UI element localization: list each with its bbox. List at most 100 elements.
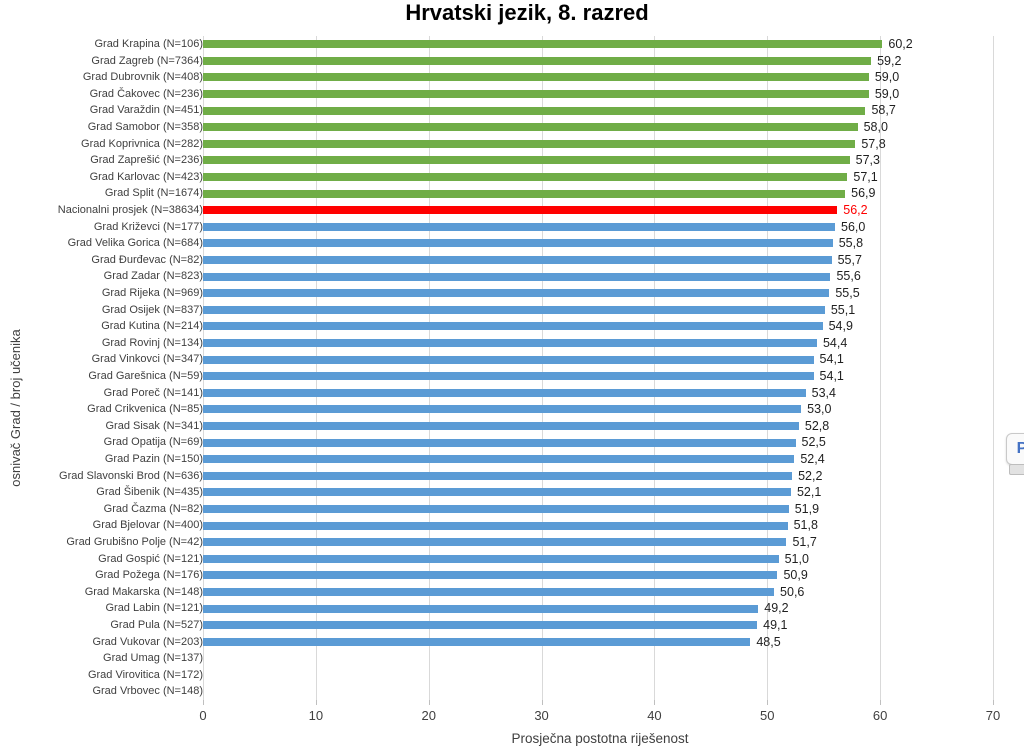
bar	[203, 305, 825, 314]
chart-row: Grad Križevci (N=177) 56,0	[0, 219, 1010, 236]
category-label: Grad Gospić (N=121)	[98, 552, 203, 565]
category-label: Grad Kutina (N=214)	[101, 320, 203, 333]
chart-row: Grad Čazma (N=82) 51,9	[0, 501, 1010, 518]
axis-tick	[993, 700, 994, 705]
bar	[203, 538, 787, 547]
value-label: 53,4	[811, 385, 836, 400]
x-tick-label: 30	[534, 708, 549, 723]
category-label: Grad Grubišno Polje (N=42)	[66, 536, 203, 548]
chart-row: Grad Varaždin (N=451) 58,7	[0, 102, 1010, 119]
value-label: 50,9	[783, 568, 808, 583]
chart-row: Grad Osijek (N=837) 55,1	[0, 302, 1010, 319]
value-label: 57,1	[853, 169, 878, 184]
chart-row: Grad Velika Gorica (N=684) 55,8	[0, 235, 1010, 252]
chart-row: Grad Đurđevac (N=82) 55,7	[0, 252, 1010, 269]
value-label: 51,8	[793, 518, 818, 533]
x-tick-label: 40	[647, 708, 662, 723]
category-label: Grad Zadar (N=823)	[103, 270, 203, 283]
category-label: Grad Karlovac (N=423)	[89, 170, 203, 183]
value-label: 57,8	[861, 136, 886, 151]
chart-row: Grad Koprivnica (N=282) 57,8	[0, 136, 1010, 153]
bar	[203, 554, 779, 563]
chart-row: Grad Pazin (N=150) 52,4	[0, 451, 1010, 468]
chart-row: Grad Sisak (N=341) 52,8	[0, 418, 1010, 435]
bar	[203, 388, 806, 397]
bar	[203, 156, 850, 165]
chart-row: Grad Crikvenica (N=85) 53,0	[0, 401, 1010, 418]
bar	[203, 56, 872, 65]
bar	[203, 604, 759, 613]
side-panel-handle[interactable]	[1009, 464, 1024, 475]
chart-row: Grad Šibenik (N=435) 52,1	[0, 484, 1010, 501]
bar	[203, 355, 814, 364]
category-label: Grad Vinkovci (N=347)	[91, 353, 203, 366]
value-label: 51,0	[784, 551, 809, 566]
bar	[203, 222, 835, 231]
category-label: Grad Makarska (N=148)	[84, 585, 203, 598]
category-label: Grad Garešnica (N=59)	[88, 370, 203, 382]
category-label: Grad Vrbovec (N=148)	[92, 685, 203, 698]
bar	[203, 505, 789, 514]
value-label: 52,5	[801, 435, 826, 450]
bar	[203, 106, 866, 115]
value-label: 52,2	[798, 468, 823, 483]
value-label: 58,0	[863, 120, 888, 134]
chart-row: Grad Poreč (N=141) 53,4	[0, 385, 1010, 402]
bar	[203, 40, 883, 49]
value-label: 56,0	[841, 219, 866, 234]
axis-tick	[767, 700, 769, 705]
x-tick-label: 20	[421, 708, 436, 723]
value-label: 60,2	[888, 37, 913, 51]
bar	[203, 471, 793, 480]
value-label: 53,0	[807, 402, 832, 417]
bar	[203, 272, 831, 281]
category-label: Grad Crikvenica (N=85)	[87, 403, 203, 416]
chart-row: Grad Virovitica (N=172)	[0, 667, 1010, 684]
value-label: 52,8	[804, 418, 830, 433]
chart-row: Grad Samobor (N=358) 58,0	[0, 119, 1010, 136]
category-label: Grad Virovitica (N=172)	[87, 668, 203, 681]
chart-row: Grad Makarska (N=148) 50,6	[0, 584, 1010, 601]
bar	[203, 256, 832, 265]
bar	[203, 621, 758, 630]
value-label: 57,3	[855, 153, 880, 168]
chart-row: Grad Gospić (N=121) 51,0	[0, 551, 1010, 568]
chart-row: Grad Split (N=1674) 56,9	[0, 185, 1010, 202]
chart-row: Grad Krapina (N=106) 60,2	[0, 36, 1010, 53]
bar	[203, 455, 795, 464]
chart-row: Grad Karlovac (N=423) 57,1	[0, 169, 1010, 186]
value-label: 50,6	[780, 584, 805, 599]
category-label: Grad Labin (N=121)	[105, 602, 203, 615]
category-label: Grad Opatija (N=69)	[103, 436, 203, 449]
chart-row: Grad Vrbovec (N=148)	[0, 683, 1010, 700]
value-label: 59,0	[874, 86, 900, 101]
axis-tick	[203, 700, 204, 705]
category-label: Grad Požega (N=176)	[95, 569, 203, 582]
value-label: 54,1	[819, 369, 844, 383]
value-label: 56,9	[851, 186, 876, 201]
axis-tick	[428, 700, 430, 705]
chart-row: Grad Vukovar (N=203) 48,5	[0, 634, 1010, 651]
bar	[203, 189, 846, 198]
chart-row: Grad Zagreb (N=7364) 59,2	[0, 53, 1010, 70]
chart-row: Grad Zadar (N=823) 55,6	[0, 268, 1010, 285]
side-panel-button[interactable]: P	[1006, 433, 1024, 465]
category-label: Grad Čazma (N=82)	[103, 502, 203, 515]
bar	[203, 521, 788, 530]
bar	[203, 239, 833, 248]
category-label: Grad Zagreb (N=7364)	[91, 54, 203, 67]
chart-row: Grad Umag (N=137)	[0, 650, 1010, 667]
chart-row: Grad Rijeka (N=969) 55,5	[0, 285, 1010, 302]
chart-row: Grad Grubišno Polje (N=42) 51,7	[0, 534, 1010, 551]
category-label: Grad Bjelovar (N=400)	[92, 519, 203, 532]
value-label: 49,2	[764, 601, 789, 616]
bar	[203, 139, 856, 148]
chart-row: Grad Garešnica (N=59) 54,1	[0, 368, 1010, 385]
value-label: 55,6	[836, 269, 861, 284]
bar	[203, 571, 778, 580]
bar	[203, 322, 823, 331]
axis-tick	[315, 700, 317, 705]
x-tick-label: 50	[760, 708, 775, 723]
bar	[203, 422, 799, 431]
side-panel-button-label: P	[1016, 440, 1024, 457]
